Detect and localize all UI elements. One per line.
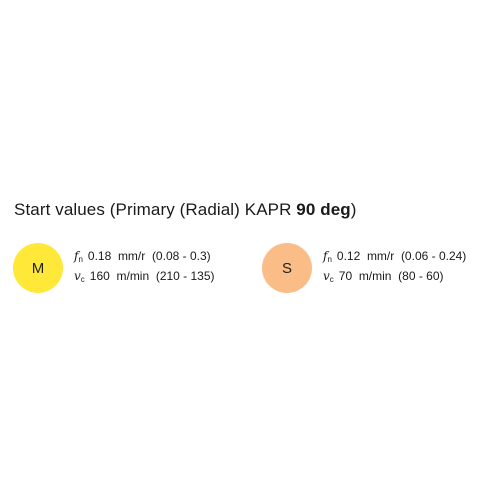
feed-symbol: f [323, 249, 328, 263]
speed-value: 70 [338, 269, 353, 283]
speed-symbol: v [74, 269, 81, 283]
speed-unit: m/min [358, 269, 392, 283]
speed-range: (210 - 135) [155, 269, 215, 283]
speed-row: vc 160 m/min (210 - 135) [74, 268, 215, 288]
speed-value: 160 [89, 269, 110, 283]
speed-subscript: c [329, 275, 334, 284]
material-m-badge: M [13, 243, 63, 293]
title-angle: 90 deg [296, 200, 351, 219]
material-s-letter: S [281, 259, 292, 277]
feed-value: 0.18 [87, 249, 112, 263]
material-s-badge: S [262, 243, 312, 293]
material-s-group: S fn 0.12 mm/r (0.06 - 0.24) vc 70 m/min (… [262, 243, 466, 293]
speed-range: (80 - 60) [398, 269, 444, 283]
material-m-letter: M [31, 259, 45, 277]
title-close: ) [350, 200, 357, 219]
feed-subscript: n [327, 255, 332, 264]
feed-row: fn 0.12 mm/r (0.06 - 0.24) [323, 248, 466, 268]
material-s-values: fn 0.12 mm/r (0.06 - 0.24) vc 70 m/min (80… [323, 248, 466, 288]
section-title: Start values (Primary (Radial) KAPR 90 d… [14, 200, 357, 220]
speed-subscript: c [80, 275, 85, 284]
feed-row: fn 0.18 mm/r (0.08 - 0.3) [74, 248, 215, 268]
feed-unit: mm/r [117, 249, 146, 263]
material-m-group: M fn 0.18 mm/r (0.08 - 0.3) vc 160 m/min (… [13, 243, 215, 293]
feed-subscript: n [78, 255, 83, 264]
speed-row: vc 70 m/min (80 - 60) [323, 268, 466, 288]
speed-symbol: v [323, 269, 330, 283]
title-text: Start values (Primary (Radial) KAPR [14, 200, 297, 219]
speed-unit: m/min [116, 269, 150, 283]
feed-value: 0.12 [336, 249, 361, 263]
feed-range: (0.06 - 0.24) [400, 249, 467, 263]
material-m-values: fn 0.18 mm/r (0.08 - 0.3) vc 160 m/min (21… [74, 248, 215, 288]
feed-symbol: f [74, 249, 79, 263]
feed-unit: mm/r [366, 249, 395, 263]
feed-range: (0.08 - 0.3) [151, 249, 211, 263]
